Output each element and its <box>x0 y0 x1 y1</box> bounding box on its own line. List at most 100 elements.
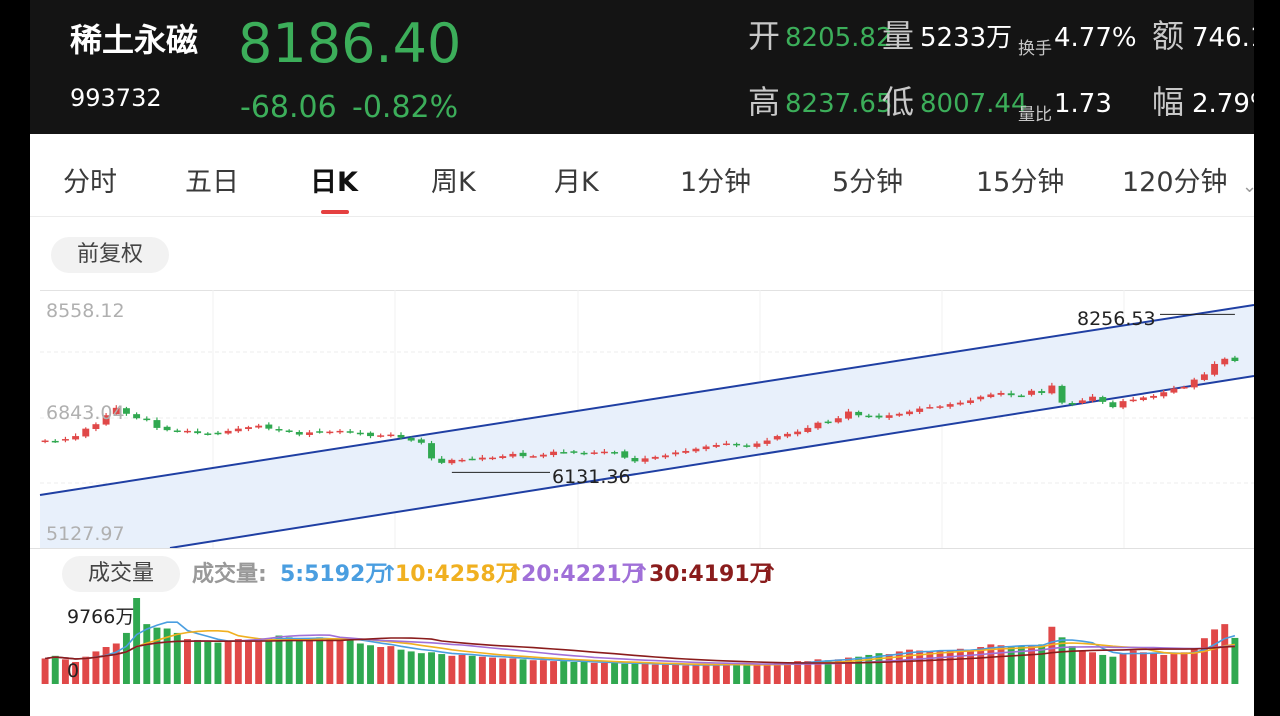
tab-5min[interactable]: 5分钟 <box>832 167 904 198</box>
kline-chart[interactable] <box>30 290 1254 548</box>
volume-bar <box>1231 637 1239 684</box>
candle-body <box>784 433 791 437</box>
volume-bar <box>834 659 842 684</box>
volume-ma-lines <box>44 621 1236 666</box>
candle-body <box>773 436 781 440</box>
volume-bar <box>173 632 181 684</box>
volume-value: 5233万 <box>920 23 1013 53</box>
volume-bar <box>1089 652 1096 684</box>
tab-daily-k[interactable]: 日K <box>310 167 358 198</box>
volume-bar <box>356 643 364 684</box>
volume-bar <box>855 656 863 684</box>
candle-body <box>184 430 191 433</box>
volume-bar <box>733 664 741 684</box>
candle-body <box>1221 358 1229 365</box>
candle-body <box>417 439 425 443</box>
ma5-arrow-icon: ↑ <box>380 562 399 587</box>
candle-body <box>1038 391 1046 393</box>
candle-body <box>1109 402 1117 408</box>
volume-bar <box>122 632 130 684</box>
volume-bar <box>895 651 903 684</box>
candle-body <box>72 436 80 440</box>
candle-body <box>458 459 466 462</box>
volume-bar <box>224 641 232 684</box>
volume-bar <box>743 665 751 684</box>
candle-body <box>1099 397 1107 402</box>
volume-bar <box>997 645 1005 684</box>
candle-body <box>61 439 69 441</box>
tab-five-day[interactable]: 五日 <box>185 167 239 198</box>
volume-bar <box>295 639 303 684</box>
candle-body <box>265 424 273 429</box>
candle-body <box>550 451 558 456</box>
volume-bar <box>438 654 446 684</box>
volume-indicator-button[interactable]: 成交量 <box>62 556 180 592</box>
tab-weekly-k[interactable]: 周K <box>431 167 476 198</box>
candle-body <box>295 431 303 435</box>
candle-body <box>478 457 486 460</box>
candle-body <box>468 458 476 461</box>
volume-bar <box>926 651 934 684</box>
adjust-button[interactable]: 前复权 <box>51 237 169 273</box>
volume-bar <box>306 640 313 684</box>
candle-body <box>428 443 435 459</box>
volume-bar <box>1007 646 1015 684</box>
volume-bar <box>1180 652 1188 684</box>
volume-ma-line <box>44 634 1235 665</box>
volume-bar <box>692 665 700 684</box>
tab-1min[interactable]: 1分钟 <box>680 167 752 198</box>
volume-bar <box>1068 646 1076 684</box>
volume-ma-line <box>44 637 1235 664</box>
volratio-value: 1.73 <box>1054 89 1112 119</box>
app-frame: 稀土永磁 993732 8186.40 -68.06 -0.82% 开 8205… <box>30 0 1254 716</box>
amount-value: 746.1 <box>1192 23 1254 53</box>
volume-bar <box>133 598 141 684</box>
volume-bar <box>773 662 781 684</box>
volume-bar <box>346 639 354 684</box>
volume-bar <box>448 655 456 684</box>
price-change: -68.06 <box>240 90 337 125</box>
active-tab-indicator <box>321 210 349 214</box>
volume-bar <box>1038 644 1046 684</box>
volume-bar <box>804 661 812 684</box>
tab-15min[interactable]: 15分钟 <box>976 167 1065 198</box>
volume-bar <box>590 662 598 684</box>
candle-body <box>560 452 568 454</box>
candle-body <box>621 451 629 458</box>
volume-bar <box>214 642 222 684</box>
volume-bar <box>519 659 527 684</box>
candle-body <box>875 415 883 418</box>
volume-bar <box>753 664 761 684</box>
candle-body <box>143 418 151 421</box>
volume-bar <box>72 661 80 684</box>
candle-body <box>133 414 141 419</box>
volume-bar <box>641 663 649 684</box>
tab-monthly-k[interactable]: 月K <box>554 167 599 198</box>
tab-120min[interactable]: 120分钟 <box>1122 167 1228 198</box>
candle-body <box>397 434 405 438</box>
panel-divider <box>30 548 1254 549</box>
candle-body <box>936 406 944 408</box>
volume-bar <box>946 650 954 684</box>
candle-body <box>1180 387 1188 389</box>
volume-ma-line <box>44 629 1236 666</box>
candle-body <box>600 451 608 454</box>
ma20-label: 20:4221万 <box>521 562 644 587</box>
volume-bar <box>611 662 619 684</box>
volume-bar <box>916 650 924 684</box>
tab-intraday[interactable]: 分时 <box>63 167 117 198</box>
candle-body <box>306 432 313 435</box>
volume-chart[interactable] <box>30 596 1254 688</box>
candle-body <box>153 420 161 428</box>
channel-upper-line <box>39 304 1254 496</box>
volume-bar <box>529 660 537 684</box>
volume-bar <box>417 653 425 684</box>
volume-bar <box>163 628 171 684</box>
volume-bar <box>82 656 90 684</box>
volume-bar <box>906 649 913 684</box>
low-label: 低 <box>882 83 915 121</box>
volume-bar <box>885 654 893 684</box>
chevron-down-icon[interactable]: ⌄ <box>1242 176 1254 197</box>
volume-bar <box>936 650 944 684</box>
volume-bar <box>51 655 59 684</box>
